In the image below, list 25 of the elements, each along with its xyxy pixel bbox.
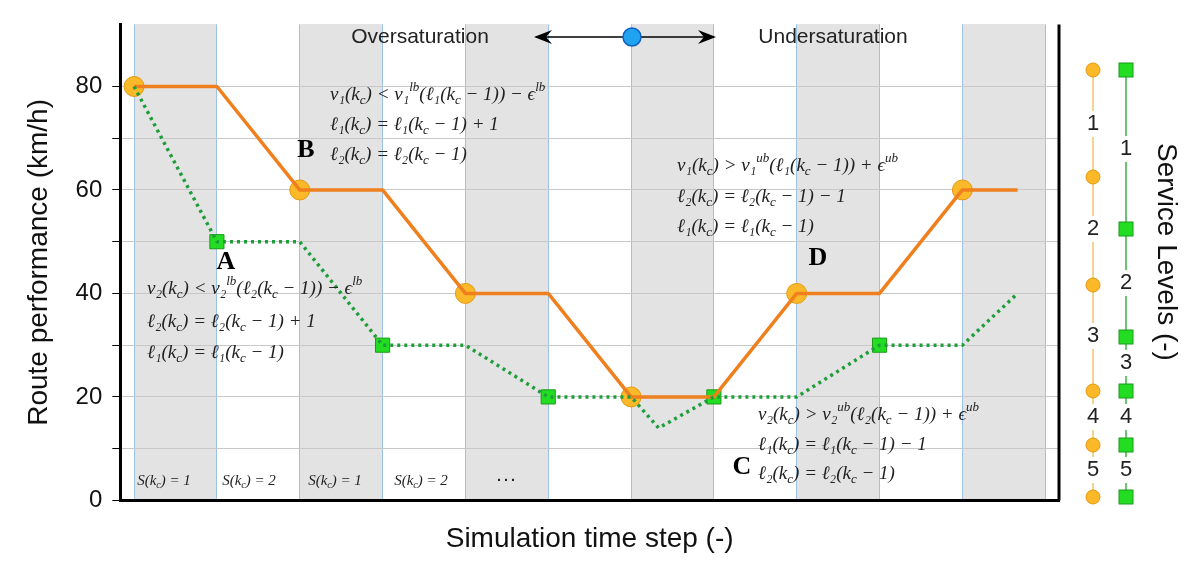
- text: 4: [1119, 403, 1133, 429]
- y-tick-label: 0: [88, 485, 103, 513]
- annotation: A: [216, 245, 236, 275]
- text: 3: [1119, 349, 1133, 375]
- x-axis-title: Simulation time step (-): [445, 521, 734, 553]
- y-axis-title: Route performance (km/h): [21, 99, 53, 426]
- text: 2: [1119, 269, 1133, 295]
- text: 3: [1086, 322, 1100, 348]
- text: 1: [1086, 110, 1100, 136]
- text: 5: [1119, 456, 1133, 482]
- annotation: Undersaturation: [758, 23, 908, 47]
- y-tick-label: 20: [75, 381, 103, 409]
- y-tick-label: 40: [75, 278, 103, 306]
- text: 1: [1119, 135, 1133, 161]
- annotation: Oversaturation: [351, 23, 489, 47]
- y2-axis-title: Service Levels (-): [1152, 143, 1184, 361]
- annotation: D: [808, 241, 828, 271]
- text: 2: [1086, 215, 1100, 241]
- text: 4: [1086, 403, 1100, 429]
- annotation: B: [297, 133, 315, 163]
- annotation: ···: [495, 465, 517, 489]
- text: 5: [1086, 456, 1100, 482]
- y-tick-label: 60: [75, 174, 103, 202]
- y-tick-label: 80: [75, 71, 103, 99]
- annotation: C: [732, 450, 752, 480]
